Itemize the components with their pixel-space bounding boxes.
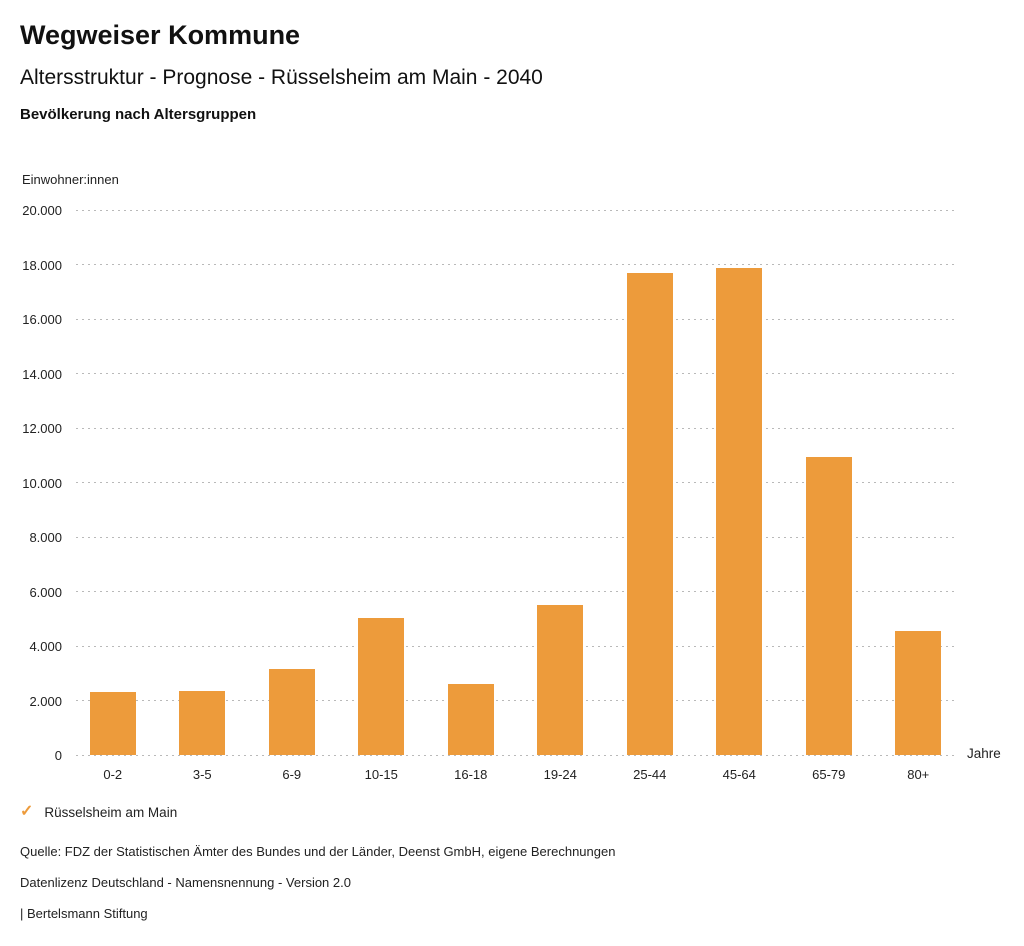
plot-area: 0-2 3-5 6-9 10-15 16-18 19-24 25-44 45-64 65-79 8… — [68, 209, 963, 782]
x-tick-label-3-5: 3-5 — [192, 767, 212, 782]
y-tick-label-12.000: 12.000 — [22, 421, 62, 436]
bar-19-24[interactable] — [537, 604, 584, 755]
x-tick-label-19-24: 19-24 — [543, 767, 577, 782]
license-note: Datenlizenz Deutschland - Namensnennung … — [20, 875, 351, 890]
y-tick-label-8.000: 8.000 — [29, 530, 62, 545]
gridline-16.000 — [76, 318, 956, 320]
y-axis-title: Einwohner:innen — [22, 172, 119, 187]
y-tick-label-2.000: 2.000 — [29, 693, 62, 709]
bar-10-15[interactable] — [358, 617, 405, 755]
bar-45-64[interactable] — [716, 267, 763, 755]
attribution-note: | Bertelsmann Stiftung — [20, 906, 148, 921]
y-tick-label-4.000: 4.000 — [29, 639, 62, 654]
x-tick-label-6-9: 6-9 — [282, 767, 302, 782]
chart-subtitle: Bevölkerung nach Altersgruppen — [20, 106, 257, 123]
y-tick-label-14.000: 14.000 — [22, 366, 62, 382]
y-tick-label-16.000: 16.000 — [22, 312, 62, 327]
gridline-0 — [76, 754, 956, 756]
brand-title: Wegweiser Kommune — [20, 20, 301, 50]
chart-title: Altersstruktur - Prognose - Rüsselsheim … — [20, 66, 543, 89]
legend-check-icon: ✓ — [20, 803, 34, 820]
bar-16-18[interactable] — [447, 683, 494, 755]
bar-6-9[interactable] — [268, 668, 315, 755]
legend-item[interactable]: ✓ Rüsselsheim am Main — [20, 804, 177, 820]
y-axis: 0 2.000 4.000 6.000 8.000 10.000 12.000 14.000 1… — [0, 203, 62, 763]
y-tick-label-0: 0 — [54, 748, 62, 763]
y-tick-label-10.000: 10.000 — [22, 475, 62, 491]
bar-0-2[interactable] — [89, 692, 136, 755]
x-tick-label-65-79: 65-79 — [812, 767, 846, 782]
y-tick-label-20.000: 20.000 — [22, 203, 62, 218]
x-tick-label-0-2: 0-2 — [103, 767, 123, 782]
gridline-14.000 — [76, 373, 956, 374]
x-axis-title: Jahre — [967, 746, 1001, 761]
gridline-10.000 — [76, 482, 956, 483]
source-note: Quelle: FDZ der Statistischen Ämter des … — [20, 844, 616, 859]
legend-label: Rüsselsheim am Main — [44, 804, 178, 820]
gridline-4.000 — [76, 645, 956, 647]
x-tick-label-80+: 80+ — [907, 767, 930, 782]
x-tick-label-16-18: 16-18 — [454, 767, 488, 782]
y-tick-label-18.000: 18.000 — [22, 257, 62, 273]
x-tick-label-10-15: 10-15 — [364, 767, 398, 782]
gridline-18.000 — [76, 264, 956, 265]
bar-80+[interactable] — [895, 631, 942, 755]
bar-3-5[interactable] — [179, 690, 226, 755]
gridline-20.000 — [76, 209, 956, 211]
x-tick-label-25-44: 25-44 — [633, 767, 667, 782]
gridline-6.000 — [76, 591, 956, 592]
y-tick-label-6.000: 6.000 — [29, 584, 62, 600]
bar-65-79[interactable] — [805, 457, 852, 755]
gridline-12.000 — [76, 427, 956, 429]
gridline-2.000 — [76, 700, 956, 701]
gridline-8.000 — [76, 536, 956, 538]
bar-25-44[interactable] — [626, 272, 673, 755]
x-tick-label-45-64: 45-64 — [722, 767, 756, 782]
